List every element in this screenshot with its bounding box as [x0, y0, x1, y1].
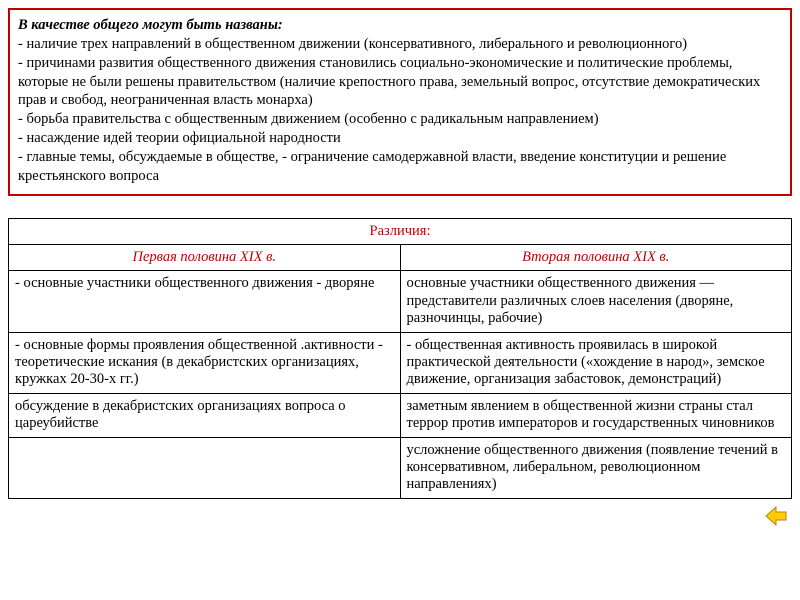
table-row: - основные участники общественного движе… — [9, 271, 792, 332]
common-title: В качестве общего могут быть названы: — [18, 17, 283, 33]
differences-table: Различия: Первая половина XIX в. Вторая … — [8, 218, 792, 499]
diff-cell-right: усложнение общественного движения (появл… — [400, 437, 792, 498]
diff-cell-right: - общественная активность проявилась в ш… — [400, 332, 792, 393]
back-arrow-icon — [764, 505, 788, 527]
common-item: - насаждение идей теории официальной нар… — [18, 129, 782, 148]
common-item: - борьба правительства с общественным дв… — [18, 110, 782, 129]
footer-nav — [8, 505, 792, 532]
common-item: - главные темы, обсуждаемые в обществе, … — [18, 148, 782, 186]
table-row: - основные формы проявления общественной… — [9, 332, 792, 393]
diff-cell-left: обсуждение в декабристских организациях … — [9, 393, 401, 437]
table-row: усложнение общественного движения (появл… — [9, 437, 792, 498]
diff-cell-right: основные участники общественного движени… — [400, 271, 792, 332]
diff-col-header-right: Вторая половина XIX в. — [400, 244, 792, 270]
table-row: обсуждение в декабристских организациях … — [9, 393, 792, 437]
diff-cell-left: - основные участники общественного движе… — [9, 271, 401, 332]
back-button[interactable] — [764, 505, 788, 527]
diff-cell-left: - основные формы проявления общественной… — [9, 332, 401, 393]
common-item: - наличие трех направлений в общественно… — [18, 35, 782, 54]
common-item: - причинами развития общественного движе… — [18, 54, 782, 111]
diff-title-cell: Различия: — [9, 218, 792, 244]
diff-col-header-left: Первая половина XIX в. — [9, 244, 401, 270]
diff-cell-left — [9, 437, 401, 498]
common-characteristics-box: В качестве общего могут быть названы: - … — [8, 8, 792, 196]
diff-cell-right: заметным явлением в общественной жизни с… — [400, 393, 792, 437]
